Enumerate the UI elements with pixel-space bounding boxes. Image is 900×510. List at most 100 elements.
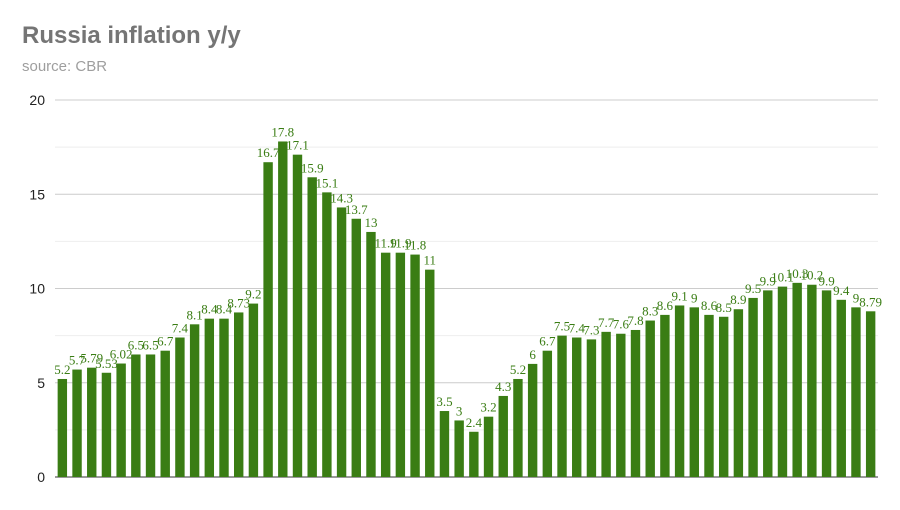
data-label: 5.2 — [54, 362, 70, 377]
data-label: 9.4 — [833, 283, 850, 298]
data-label: 7.5 — [554, 319, 570, 334]
data-label: 9 — [691, 290, 698, 305]
bar — [57, 378, 68, 477]
bar — [748, 297, 758, 477]
data-label: 11.8 — [404, 238, 426, 253]
data-label: 11.9 — [389, 236, 411, 251]
bar — [234, 312, 244, 477]
bar — [395, 252, 406, 477]
data-label: 6 — [529, 347, 536, 362]
data-label: 9.9 — [818, 273, 834, 288]
bar — [410, 254, 420, 477]
bar — [160, 350, 170, 477]
data-label: 9.1 — [671, 288, 687, 303]
bar — [322, 192, 332, 478]
bar — [204, 318, 215, 477]
data-label: 6.5 — [142, 337, 158, 352]
bar — [601, 331, 611, 477]
bar — [292, 154, 303, 478]
data-label: 5.7 — [69, 353, 86, 368]
bar — [718, 316, 729, 477]
data-label: 8.1 — [186, 307, 202, 322]
data-label: 8.5 — [716, 300, 732, 315]
data-label: 5.53 — [95, 356, 118, 371]
bar — [807, 284, 817, 477]
data-label: 7.3 — [583, 322, 599, 337]
bar — [87, 367, 97, 477]
data-label: 9.2 — [245, 287, 261, 302]
data-label: 3 — [456, 403, 463, 418]
data-label: 14.3 — [330, 190, 353, 205]
data-label: 8.73 — [227, 295, 250, 310]
bar — [836, 299, 846, 477]
bar — [586, 339, 597, 477]
bar — [674, 305, 685, 477]
bar — [336, 207, 347, 477]
data-label: 6.02 — [110, 347, 133, 362]
bar — [263, 162, 273, 477]
bar — [366, 231, 376, 477]
bar — [278, 141, 288, 477]
bar — [572, 337, 582, 477]
bar — [101, 372, 112, 477]
data-label: 8.6 — [657, 298, 674, 313]
data-label: 11.9 — [375, 236, 397, 251]
bar — [865, 311, 876, 477]
data-label: 3.2 — [480, 400, 496, 415]
data-label: 8.6 — [701, 298, 718, 313]
y-tick-label: 10 — [29, 281, 45, 297]
data-label: 13 — [364, 215, 377, 230]
bar — [557, 335, 567, 477]
y-tick-label: 0 — [37, 469, 45, 485]
bar — [792, 282, 802, 477]
data-label: 6.7 — [539, 334, 556, 349]
y-tick-label: 15 — [29, 186, 45, 202]
data-label: 16.7 — [257, 145, 280, 160]
bar — [189, 324, 200, 477]
bar — [380, 252, 391, 477]
bar — [72, 369, 82, 477]
bar — [175, 337, 185, 477]
bar — [616, 333, 626, 477]
bar — [425, 269, 435, 477]
bar — [777, 286, 788, 477]
bar — [660, 314, 670, 477]
bar — [645, 320, 655, 477]
data-label: 7.7 — [598, 315, 615, 330]
data-label: 7.4 — [569, 321, 586, 336]
data-label: 8.79 — [859, 294, 882, 309]
bar — [851, 307, 861, 477]
bar — [116, 363, 126, 477]
data-label: 10.3 — [786, 266, 809, 281]
y-tick-label: 20 — [29, 92, 45, 108]
bar — [469, 431, 479, 477]
data-label: 17.8 — [271, 124, 294, 139]
data-label: 7.8 — [627, 313, 643, 328]
bar — [542, 350, 553, 477]
bar — [307, 177, 317, 477]
bar — [219, 318, 229, 477]
data-label: 17.1 — [286, 138, 309, 153]
data-label: 10.1 — [771, 270, 794, 285]
data-label: 2.4 — [466, 415, 483, 430]
bar — [630, 329, 641, 477]
data-label: 7.4 — [172, 321, 189, 336]
y-tick-label: 5 — [37, 375, 45, 391]
chart-title: Russia inflation y/y — [22, 22, 241, 49]
bar — [145, 354, 156, 477]
bar — [704, 314, 714, 477]
bar — [821, 290, 832, 477]
bar — [527, 363, 538, 477]
data-label: 5.79 — [80, 351, 103, 366]
data-label: 11 — [423, 253, 436, 268]
bar — [733, 309, 744, 477]
data-label: 5.2 — [510, 362, 526, 377]
data-label: 6.7 — [157, 334, 174, 349]
data-label: 8.4 — [216, 302, 233, 317]
bar — [131, 354, 141, 477]
bar — [513, 378, 523, 477]
data-label: 15.1 — [316, 175, 339, 190]
bar — [763, 290, 773, 477]
